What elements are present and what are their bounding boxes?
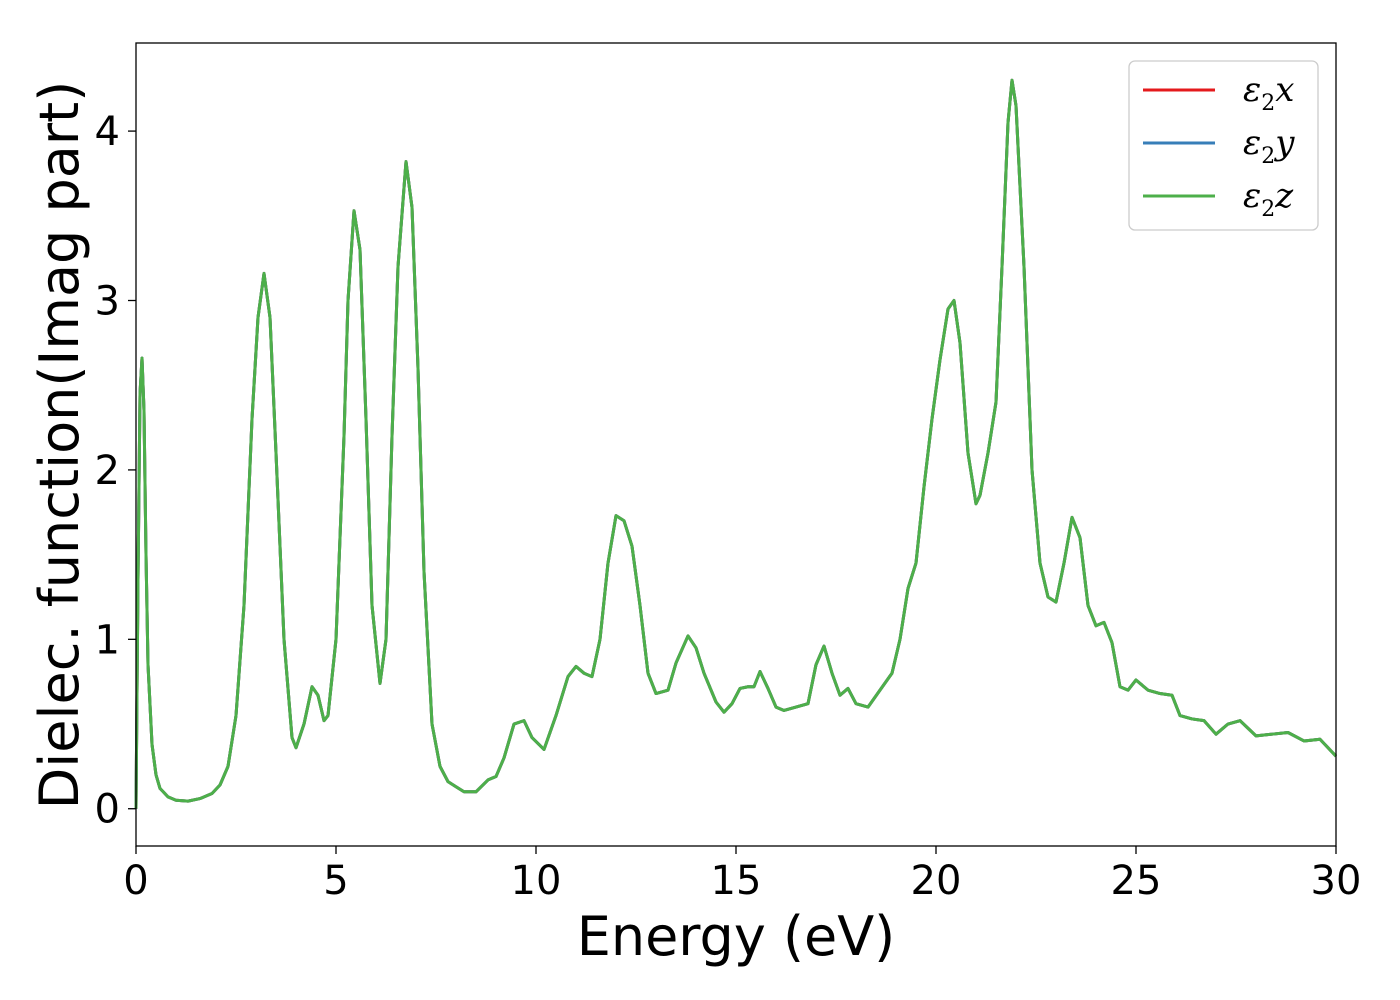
x-tick-label: 20 (911, 858, 962, 904)
y-tick-label: 3 (95, 279, 120, 325)
y-axis-title: Dielec. function(Imag part) (28, 81, 91, 810)
x-axis-title: Energy (eV) (577, 905, 896, 968)
x-tick-label: 0 (123, 858, 148, 904)
x-tick-label: 10 (511, 858, 562, 904)
legend-label-x: ε2x (1243, 70, 1294, 116)
x-tick-label: 30 (1311, 858, 1362, 904)
y-tick-label: 0 (95, 787, 120, 833)
series-layer (134, 78, 1338, 809)
y-tick-label: 4 (95, 109, 120, 155)
x-tick-label: 15 (711, 858, 762, 904)
y-tick-label: 1 (95, 617, 120, 663)
y-tick-label: 2 (95, 448, 120, 494)
legend-label-z: ε2z (1243, 176, 1294, 222)
legend: ε2x ε2y ε2z (1128, 60, 1319, 231)
x-axis-ticks: 0 5 10 15 20 25 30 (123, 846, 1361, 904)
legend-label-y: ε2y (1243, 123, 1295, 169)
y-axis-ticks: 0 1 2 3 4 (95, 109, 136, 833)
x-tick-label: 25 (1111, 858, 1162, 904)
series-line-z (134, 78, 1338, 809)
x-tick-label: 5 (323, 858, 348, 904)
legend-box (1128, 60, 1319, 231)
